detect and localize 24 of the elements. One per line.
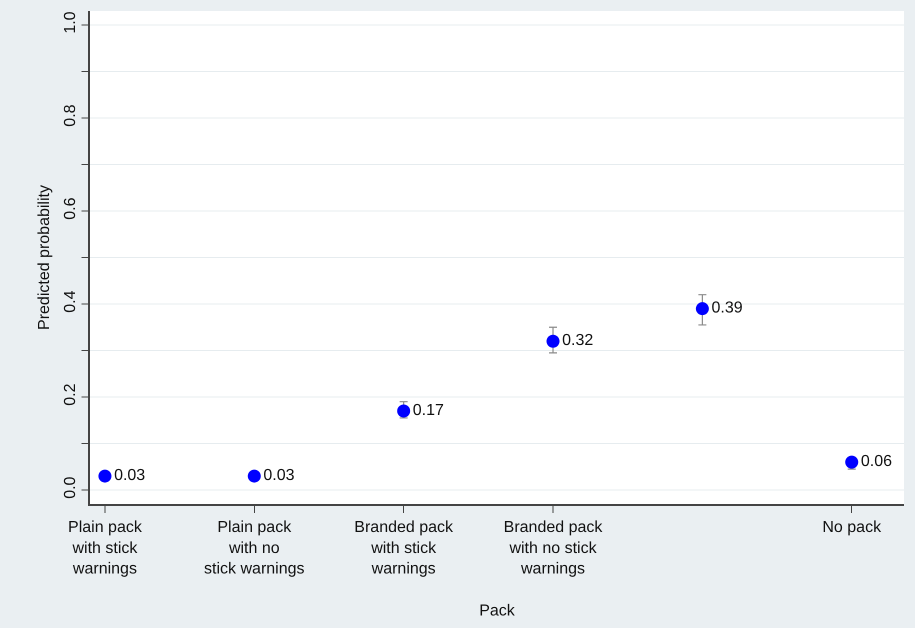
data-label: 0.03 [263,467,295,484]
point [696,302,709,316]
y-tick-label: 0.4 [62,290,79,313]
point [98,470,112,483]
x-tick-label: Plain pack with stick warnings [68,518,143,578]
y-tick-label: 0.6 [62,197,79,220]
point [546,334,560,348]
x-tick-label: Branded pack with no stick warnings [504,518,604,578]
data-label: 0.39 [711,300,743,317]
x-tick-label: Plain pack with no stick warnings [204,518,305,578]
y-tick-label: 0.0 [62,476,79,499]
data-label: 0.17 [412,402,444,419]
y-axis-title: Predicted probability [36,185,54,330]
y-tick-label: 0.8 [62,104,79,127]
x-axis-title: Pack [479,602,516,620]
data-label: 0.32 [562,332,594,350]
data-label: 0.03 [114,467,146,484]
y-tick-label: 1.0 [62,11,79,34]
point [397,404,410,418]
x-tick-label: No pack [822,518,882,536]
point [248,470,261,483]
x-tick-label: Branded pack with stick warnings [354,518,454,578]
data-label: 0.06 [860,453,892,470]
y-tick-label: 0.2 [62,383,79,406]
